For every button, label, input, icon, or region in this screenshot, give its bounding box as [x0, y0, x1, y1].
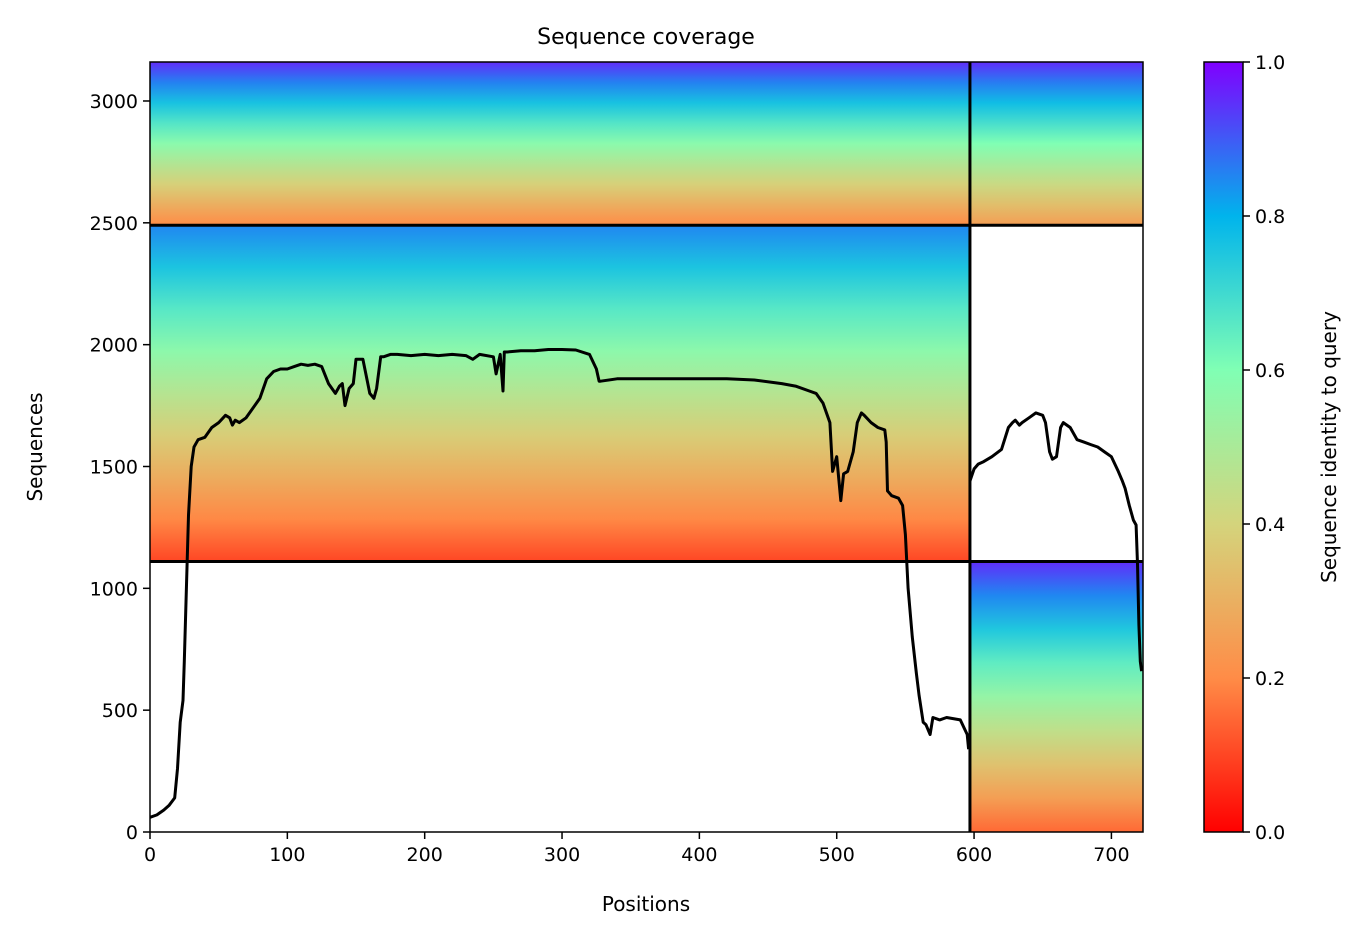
colorbar-tick-label: 0.8: [1255, 206, 1285, 228]
heatmap-block: [969, 561, 1143, 832]
x-tick-label: 100: [269, 844, 305, 866]
y-axis-label: Sequences: [23, 392, 47, 501]
x-axis-label: Positions: [602, 892, 690, 916]
y-tick-label: 1500: [90, 456, 138, 478]
x-tick-label: 0: [144, 844, 156, 866]
x-tick-label: 600: [956, 844, 992, 866]
coverage-lines: [150, 348, 1143, 819]
heatmap-block: [969, 62, 1143, 226]
block-separators: [150, 62, 1143, 832]
colorbar-tick-label: 0.0: [1255, 822, 1285, 844]
x-tick-label: 400: [681, 844, 717, 866]
colorbar: [1203, 61, 1244, 833]
colorbar-label: Sequence identity to query: [1317, 311, 1341, 583]
colorbar-ticks: 0.0 0.2 0.4 0.6 0.8 1.0: [1243, 52, 1285, 844]
y-tick-label: 0: [126, 822, 138, 844]
x-tick-label: 700: [1093, 844, 1129, 866]
colorbar-tick-label: 0.4: [1255, 514, 1285, 536]
plot-frame: [149, 61, 1144, 833]
coverage-line: [150, 348, 971, 819]
x-tick-label: 200: [407, 844, 443, 866]
x-tick-label: 300: [544, 844, 580, 866]
heatmap-block: [150, 225, 970, 562]
coverage-line: [968, 411, 1143, 672]
colorbar-tick-label: 0.2: [1255, 668, 1285, 690]
y-tick-label: 1000: [90, 578, 138, 600]
y-tick-label: 2500: [90, 213, 138, 235]
heatmap-block: [150, 62, 970, 226]
colorbar-tick-label: 1.0: [1255, 52, 1285, 74]
y-tick-label: 2000: [90, 335, 138, 357]
axes: 0 100 200 300 400 500 600 700 0 500 1000 1500 2000 25…: [90, 91, 1130, 866]
y-tick-label: 500: [102, 700, 138, 722]
y-tick-label: 3000: [90, 91, 138, 113]
chart-title: Sequence coverage: [537, 25, 755, 50]
colorbar-tick-label: 0.6: [1255, 360, 1285, 382]
coverage-heatmap: [150, 62, 1143, 832]
x-tick-label: 500: [819, 844, 855, 866]
